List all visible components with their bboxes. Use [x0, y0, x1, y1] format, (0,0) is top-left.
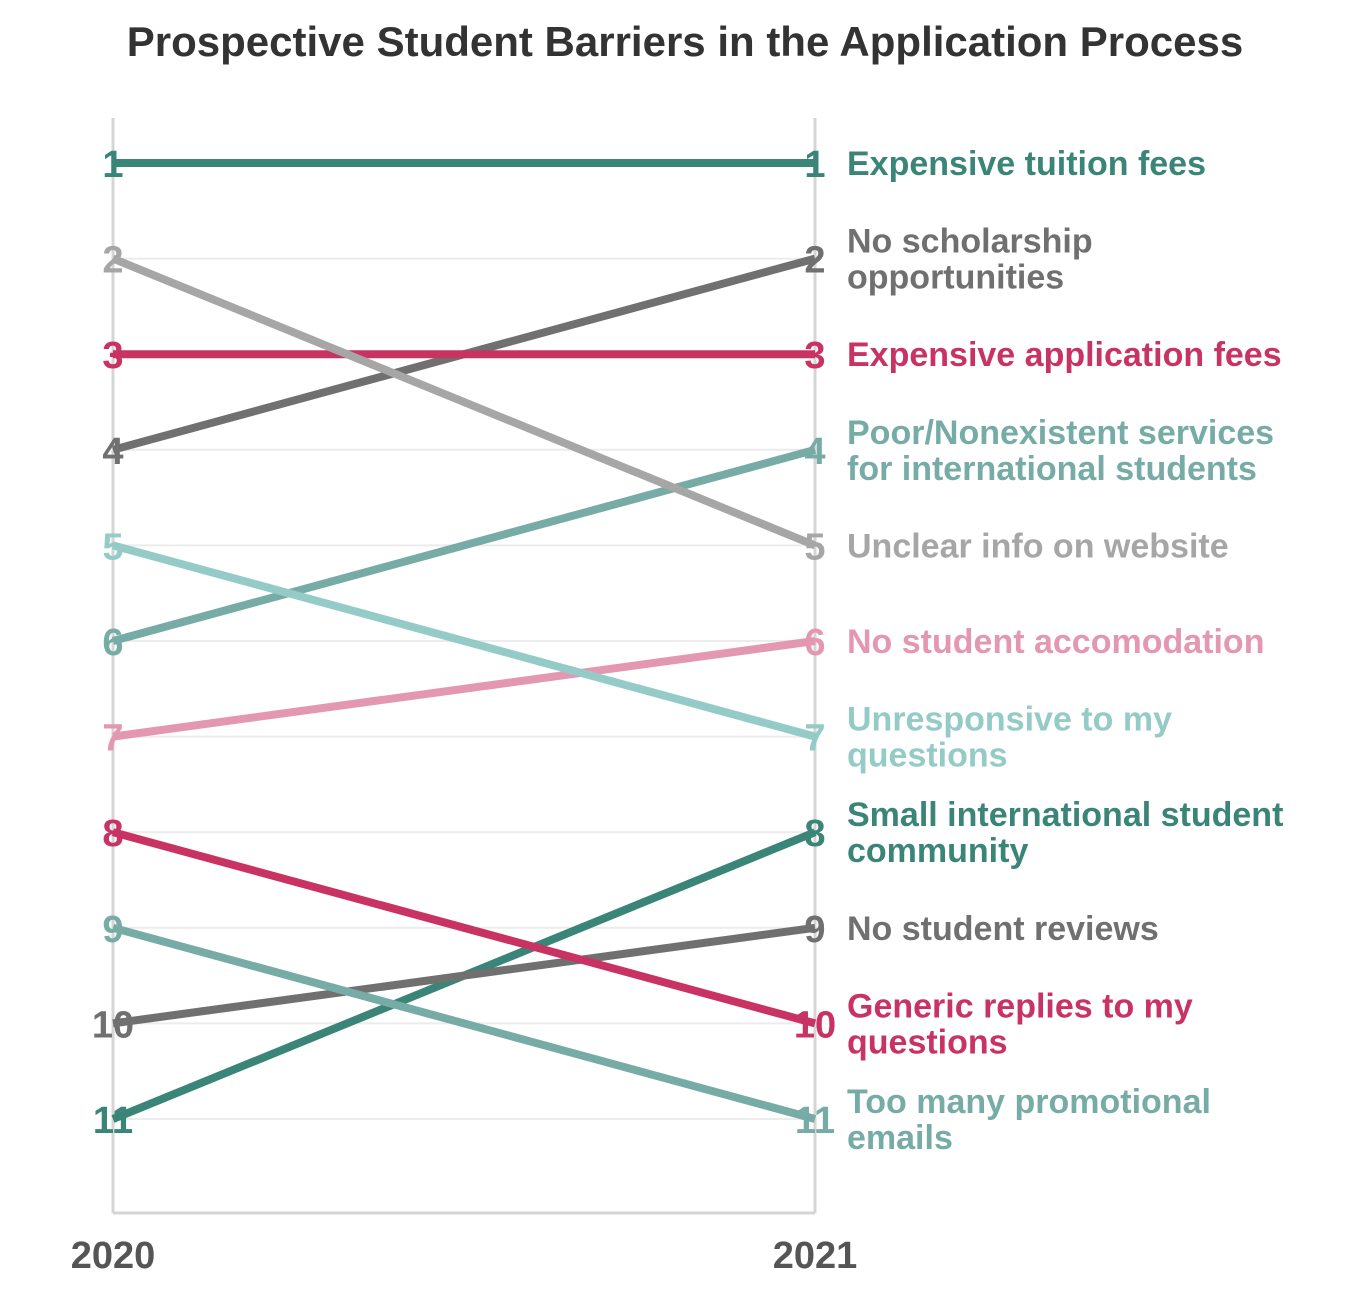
axes — [111, 118, 817, 1215]
rank-label-2020: 3 — [102, 335, 123, 377]
series-labels: Expensive tuition fees No scholarship oppo… — [847, 145, 1283, 1157]
rank-label-2021: 7 — [804, 718, 825, 760]
series-line — [111, 541, 817, 741]
series-label: Expensive tuition fees — [847, 145, 1206, 183]
series-line — [111, 923, 817, 1123]
rank-label-2021: 5 — [804, 526, 825, 568]
x-tick-label: 2020 — [71, 1235, 156, 1277]
series-label: Poor/Nonexistent services for internation… — [847, 414, 1274, 488]
rank-label-2021: 2 — [804, 240, 825, 282]
series-label: Unresponsive to my questions — [847, 701, 1172, 775]
year-labels: 2020 2021 — [71, 1235, 858, 1277]
series-line — [111, 445, 817, 645]
rank-label-2020: 11 — [93, 1100, 133, 1142]
rank-label-2021: 10 — [794, 1004, 836, 1046]
series-label: Expensive application fees — [847, 336, 1282, 374]
rank-label-2021: 4 — [804, 431, 825, 473]
x-tick-label: 2021 — [773, 1235, 858, 1277]
rank-label-2020: 1 — [102, 144, 123, 186]
series-label: Generic replies to my questions — [847, 987, 1193, 1061]
series-label: No scholarship opportunities — [847, 223, 1093, 297]
series-line — [112, 637, 816, 741]
chart-title: Prospective Student Barriers in the Appl… — [126, 18, 1244, 65]
series-label: Unclear info on website — [847, 527, 1229, 565]
rank-label-2020: 5 — [102, 526, 123, 568]
series-label: Small international student community — [847, 796, 1283, 870]
series-line — [111, 828, 817, 1028]
rank-label-2021: 9 — [804, 909, 825, 951]
series-line — [111, 254, 817, 550]
rank-label-2021: 3 — [804, 335, 825, 377]
rank-label-2020: 9 — [102, 909, 123, 951]
rank-label-2020: 8 — [102, 813, 123, 855]
rank-label-2021: 8 — [804, 813, 825, 855]
series-line — [112, 923, 816, 1028]
rank-label-2020: 7 — [102, 718, 123, 760]
rank-label-2021: 11 — [795, 1100, 835, 1142]
rank-label-2021: 6 — [804, 622, 825, 664]
series-label: Too many promotional emails — [847, 1083, 1211, 1157]
series-lines — [111, 159, 817, 1123]
rank-label-2020: 6 — [102, 622, 123, 664]
series-label: No student accomodation — [847, 623, 1264, 661]
rank-label-2020: 4 — [102, 431, 123, 473]
rank-label-2020: 2 — [102, 240, 123, 282]
rank-label-2021: 1 — [804, 144, 825, 186]
rank-label-2020: 10 — [92, 1004, 134, 1046]
series-label: No student reviews — [847, 910, 1159, 948]
